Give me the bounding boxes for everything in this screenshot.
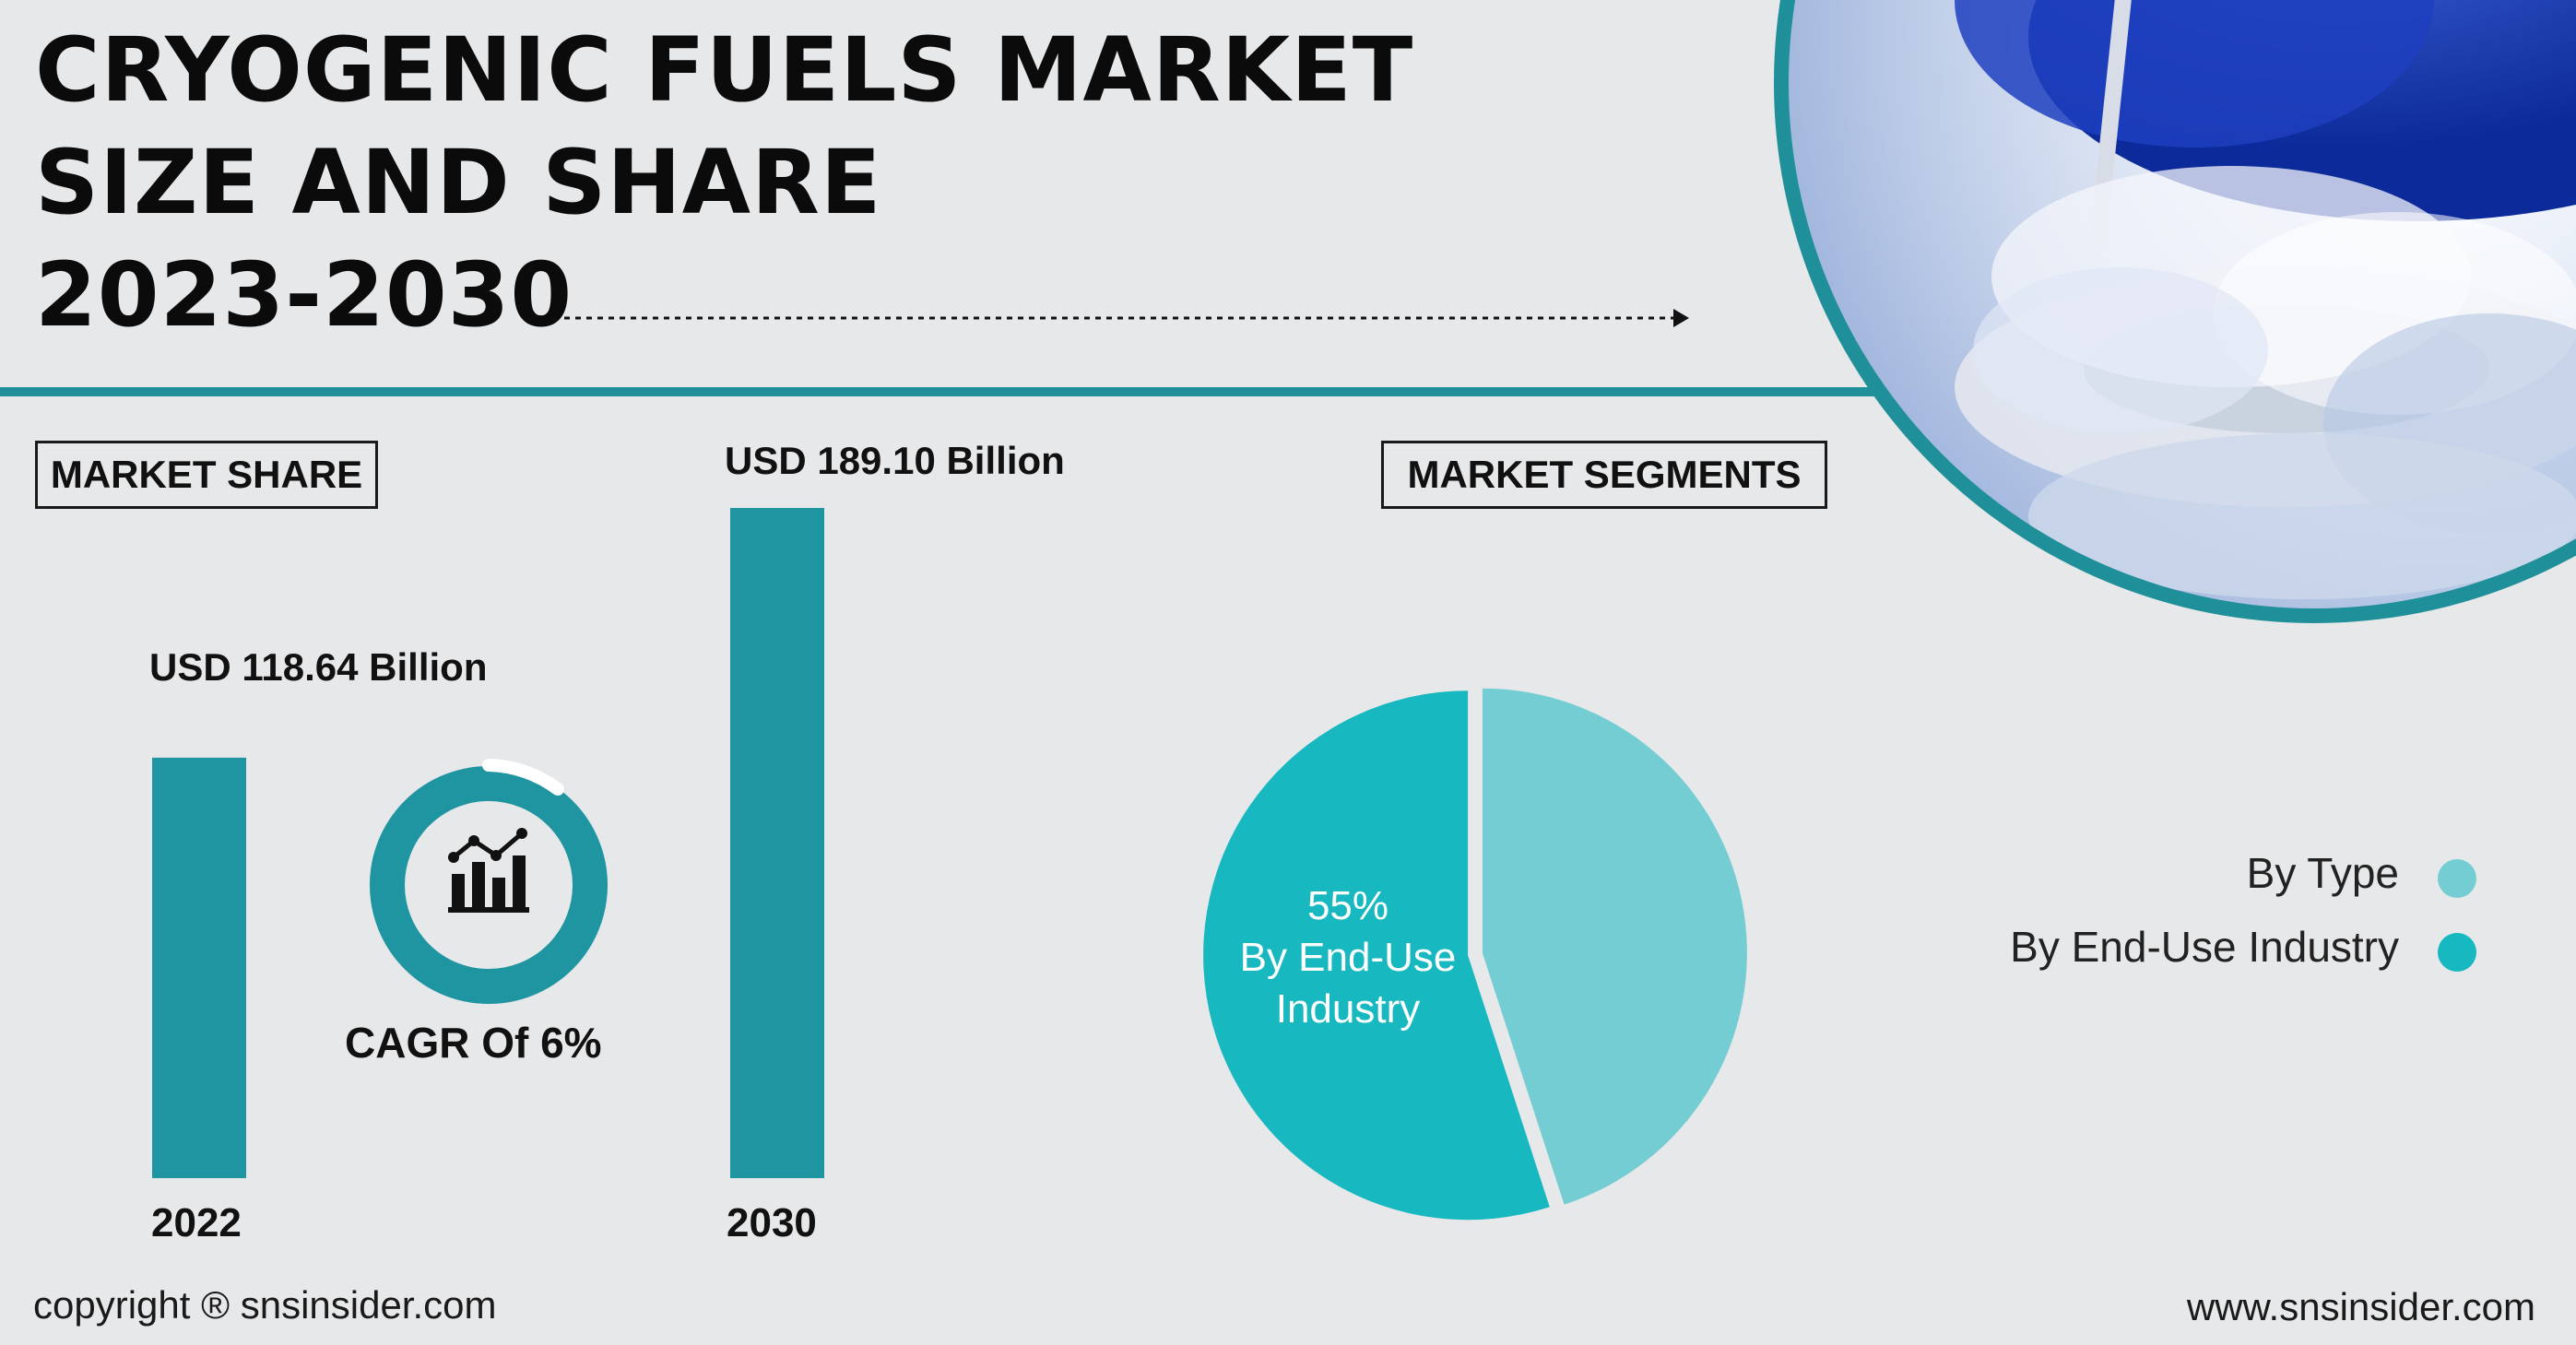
bar-value-label-2022: USD 118.64 Billion [149,645,488,689]
cryogenic-fog-photo [1774,0,2576,623]
legend-swatch-by-end-use-industry [2438,933,2476,972]
cagr-ring-icon [370,759,608,1004]
title-arrow [553,309,1689,327]
legend-label-by-type: By Type [2246,849,2399,897]
bar-2030 [730,508,824,1178]
market-share-label: MARKET SHARE [35,441,378,509]
cagr-label: CAGR Of 6% [345,1019,602,1067]
pie-label-text-1: By End-Use [1240,935,1457,980]
year-label-2030: 2030 [727,1200,817,1245]
legend-swatch-by-type [2438,859,2476,898]
title-line-3: 2023-2030 [35,243,573,347]
title-line-2: SIZE AND SHARE [35,131,882,234]
title-line-1: CRYOGENIC FUELS MARKET [35,18,1414,122]
market-segments-label: MARKET SEGMENTS [1381,441,1827,509]
header-divider [0,387,2028,396]
growth-chart-icon [448,828,529,913]
pie-label-text-2: Industry [1276,986,1421,1032]
copyright-text: copyright ® snsinsider.com [33,1283,497,1327]
market-segments-pie-chart: 55% By End-Use Industry [1203,688,1747,1221]
pie-slice-by-end-use-industry [1203,690,1550,1221]
year-label-2022: 2022 [151,1200,242,1245]
pie-label-percent: 55% [1307,883,1388,928]
market-size-bar-chart [152,508,824,1178]
legend-label-by-end-use-industry: By End-Use Industry [2010,923,2399,971]
website-link[interactable]: www.snsinsider.com [2186,1285,2535,1328]
bar-value-label-2030: USD 189.10 Billion [725,439,1065,482]
bar-2022 [152,757,246,1178]
pie-slice-by-type [1482,688,1747,1205]
